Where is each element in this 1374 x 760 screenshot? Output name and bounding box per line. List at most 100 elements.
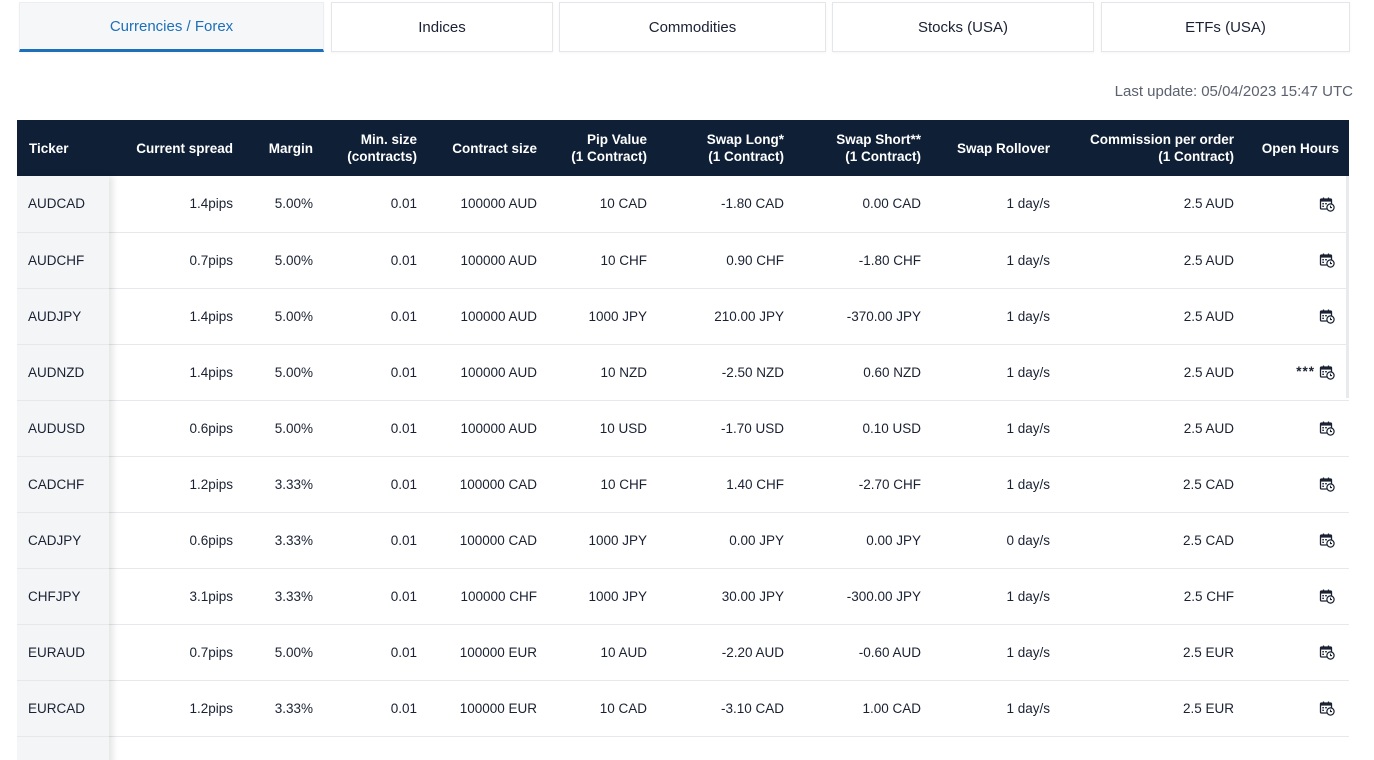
- cell-commission: 2.5 EUR: [1182, 700, 1234, 716]
- vertical-scrollbar[interactable]: [1346, 176, 1349, 398]
- cell-swap-long: -1.70 USD: [720, 420, 784, 436]
- cell-swap-rollover: [931, 736, 1060, 760]
- cell-margin: 3.33%: [274, 532, 313, 548]
- cell-swap-long: [657, 736, 794, 760]
- calendar-clock-icon[interactable]: [1319, 196, 1335, 212]
- cell-min-size: 0.01: [390, 532, 417, 548]
- cell-current-spread: 1.4pips: [189, 364, 233, 380]
- cell-current-spread: 1.2pips: [189, 700, 233, 716]
- cell-commission: 2.5 CHF: [1183, 588, 1234, 604]
- cell-swap-short: -300.00 JPY: [846, 588, 921, 604]
- cell-margin: 5.00%: [274, 364, 313, 380]
- cell-min-size: 0.01: [390, 476, 417, 492]
- cell-open-hours: [1244, 232, 1349, 288]
- cell-pip-value: 10 CHF: [600, 252, 647, 268]
- calendar-clock-icon[interactable]: [1319, 644, 1335, 660]
- tab-indices[interactable]: Indices: [331, 2, 553, 52]
- header-margin: Margin: [243, 120, 323, 176]
- cell-margin: 3.33%: [274, 476, 313, 492]
- cell-swap-long: -3.10 CAD: [720, 700, 784, 716]
- last-update-value: 05/04/2023 15:47 UTC: [1201, 83, 1353, 100]
- open-hours-note: ***: [1296, 363, 1315, 379]
- cell-open-hours: ***: [1244, 344, 1349, 400]
- cell-swap-rollover: 1 day/s: [1006, 588, 1050, 604]
- cell-min-size: 0.01: [390, 420, 417, 436]
- calendar-clock-icon[interactable]: [1319, 364, 1335, 380]
- cell-commission: 2.5 CAD: [1182, 476, 1234, 492]
- cell-pip-value: 1000 JPY: [588, 308, 647, 324]
- cell-commission: 2.5 AUD: [1183, 196, 1234, 212]
- cell-pip-value: 10 AUD: [600, 644, 647, 660]
- cell-min-size: [323, 736, 427, 760]
- cell-ticker: AUDNZD: [17, 344, 109, 400]
- cell-ticker: AUDUSD: [17, 400, 109, 456]
- cell-margin: 3.33%: [274, 588, 313, 604]
- cell-swap-long: 0.90 CHF: [726, 252, 784, 268]
- table-row: CADCHF 1.2pips 3.33% 0.01 100000 CAD 10 CHF 1.…: [17, 456, 1349, 512]
- cell-min-size: 0.01: [390, 364, 417, 380]
- tab-currencies-forex[interactable]: Currencies / Forex: [19, 2, 324, 52]
- cell-contract-size: 100000 CAD: [459, 476, 537, 492]
- header-swap-rollover: Swap Rollover: [931, 120, 1060, 176]
- instruments-table-container: Ticker Current spread Margin Min. size (cont…: [17, 120, 1349, 760]
- cell-current-spread: [109, 736, 243, 760]
- cell-margin: 5.00%: [274, 196, 313, 212]
- cell-contract-size: 100000 AUD: [460, 364, 537, 380]
- cell-swap-short: -1.80 CHF: [858, 252, 921, 268]
- cell-min-size: 0.01: [390, 644, 417, 660]
- instruments-table: Ticker Current spread Margin Min. size (cont…: [17, 120, 1349, 760]
- cell-swap-rollover: 1 day/s: [1006, 700, 1050, 716]
- header-min-size: Min. size (contracts): [323, 120, 427, 176]
- calendar-clock-icon[interactable]: [1319, 420, 1335, 436]
- cell-ticker: AUDJPY: [17, 288, 109, 344]
- cell-swap-long: 1.40 CHF: [726, 476, 784, 492]
- header-ticker: Ticker: [17, 120, 109, 176]
- cell-margin: 5.00%: [274, 308, 313, 324]
- tab-stocks-usa[interactable]: Stocks (USA): [832, 2, 1094, 52]
- table-row: CHFJPY 3.1pips 3.33% 0.01 100000 CHF 1000 JPY…: [17, 568, 1349, 624]
- tab-etfs-usa[interactable]: ETFs (USA): [1101, 2, 1350, 52]
- header-swap-long-label: Swap Long*: [706, 132, 784, 147]
- cell-open-hours: [1244, 568, 1349, 624]
- cell-swap-short: 0.60 NZD: [863, 364, 921, 380]
- header-swap-short-label: Swap Short**: [836, 132, 921, 147]
- last-update-label: Last update:: [1114, 83, 1198, 100]
- cell-contract-size: 100000 CHF: [460, 588, 537, 604]
- header-current-spread: Current spread: [109, 120, 243, 176]
- calendar-clock-icon[interactable]: [1319, 308, 1335, 324]
- calendar-clock-icon[interactable]: [1319, 588, 1335, 604]
- header-swap-long: Swap Long* (1 Contract): [657, 120, 794, 176]
- cell-swap-short: [794, 736, 931, 760]
- cell-min-size: 0.01: [390, 700, 417, 716]
- cell-open-hours: [1244, 400, 1349, 456]
- table-row: EURAUD 0.7pips 5.00% 0.01 100000 EUR 10 AUD -2…: [17, 624, 1349, 680]
- header-min-size-sublabel: (contracts): [347, 149, 417, 164]
- cell-pip-value: 10 CAD: [599, 700, 647, 716]
- cell-pip-value: 10 NZD: [600, 364, 647, 380]
- cell-swap-short: -370.00 JPY: [846, 308, 921, 324]
- header-contract-size-label: Contract size: [452, 140, 537, 156]
- calendar-clock-icon[interactable]: [1319, 252, 1335, 268]
- cell-min-size: 0.01: [390, 588, 417, 604]
- cell-pip-value: 10 USD: [599, 420, 647, 436]
- header-commission-sublabel: (1 Contract): [1158, 149, 1234, 164]
- table-header-row: Ticker Current spread Margin Min. size (cont…: [17, 120, 1349, 176]
- tab-commodities[interactable]: Commodities: [559, 2, 826, 52]
- market-tabs: Currencies / Forex Indices Commodities S…: [0, 0, 1374, 56]
- cell-open-hours: [1244, 680, 1349, 736]
- calendar-clock-icon[interactable]: [1319, 532, 1335, 548]
- cell-contract-size: 100000 AUD: [460, 196, 537, 212]
- calendar-clock-icon[interactable]: [1319, 700, 1335, 716]
- cell-margin: 3.33%: [274, 700, 313, 716]
- cell-open-hours: [1244, 456, 1349, 512]
- header-min-size-label: Min. size: [360, 132, 417, 147]
- header-swap-long-sublabel: (1 Contract): [708, 149, 784, 164]
- cell-current-spread: 3.1pips: [189, 588, 233, 604]
- calendar-clock-icon[interactable]: [1319, 476, 1335, 492]
- cell-commission: 2.5 AUD: [1183, 308, 1234, 324]
- cell-swap-rollover: 0 day/s: [1006, 532, 1050, 548]
- cell-contract-size: 100000 AUD: [460, 252, 537, 268]
- table-row: [17, 736, 1349, 760]
- cell-min-size: 0.01: [390, 252, 417, 268]
- cell-margin: 5.00%: [274, 644, 313, 660]
